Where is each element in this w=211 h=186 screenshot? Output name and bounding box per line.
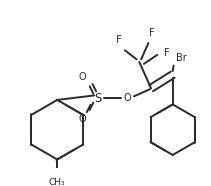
Text: O: O bbox=[79, 114, 86, 124]
Text: F: F bbox=[116, 35, 121, 45]
Text: Br: Br bbox=[176, 53, 187, 63]
Text: O: O bbox=[124, 93, 131, 103]
Text: F: F bbox=[149, 28, 155, 38]
Text: S: S bbox=[94, 92, 101, 105]
Text: F: F bbox=[164, 48, 169, 58]
Text: O: O bbox=[79, 72, 86, 82]
Text: CH₃: CH₃ bbox=[49, 178, 66, 186]
